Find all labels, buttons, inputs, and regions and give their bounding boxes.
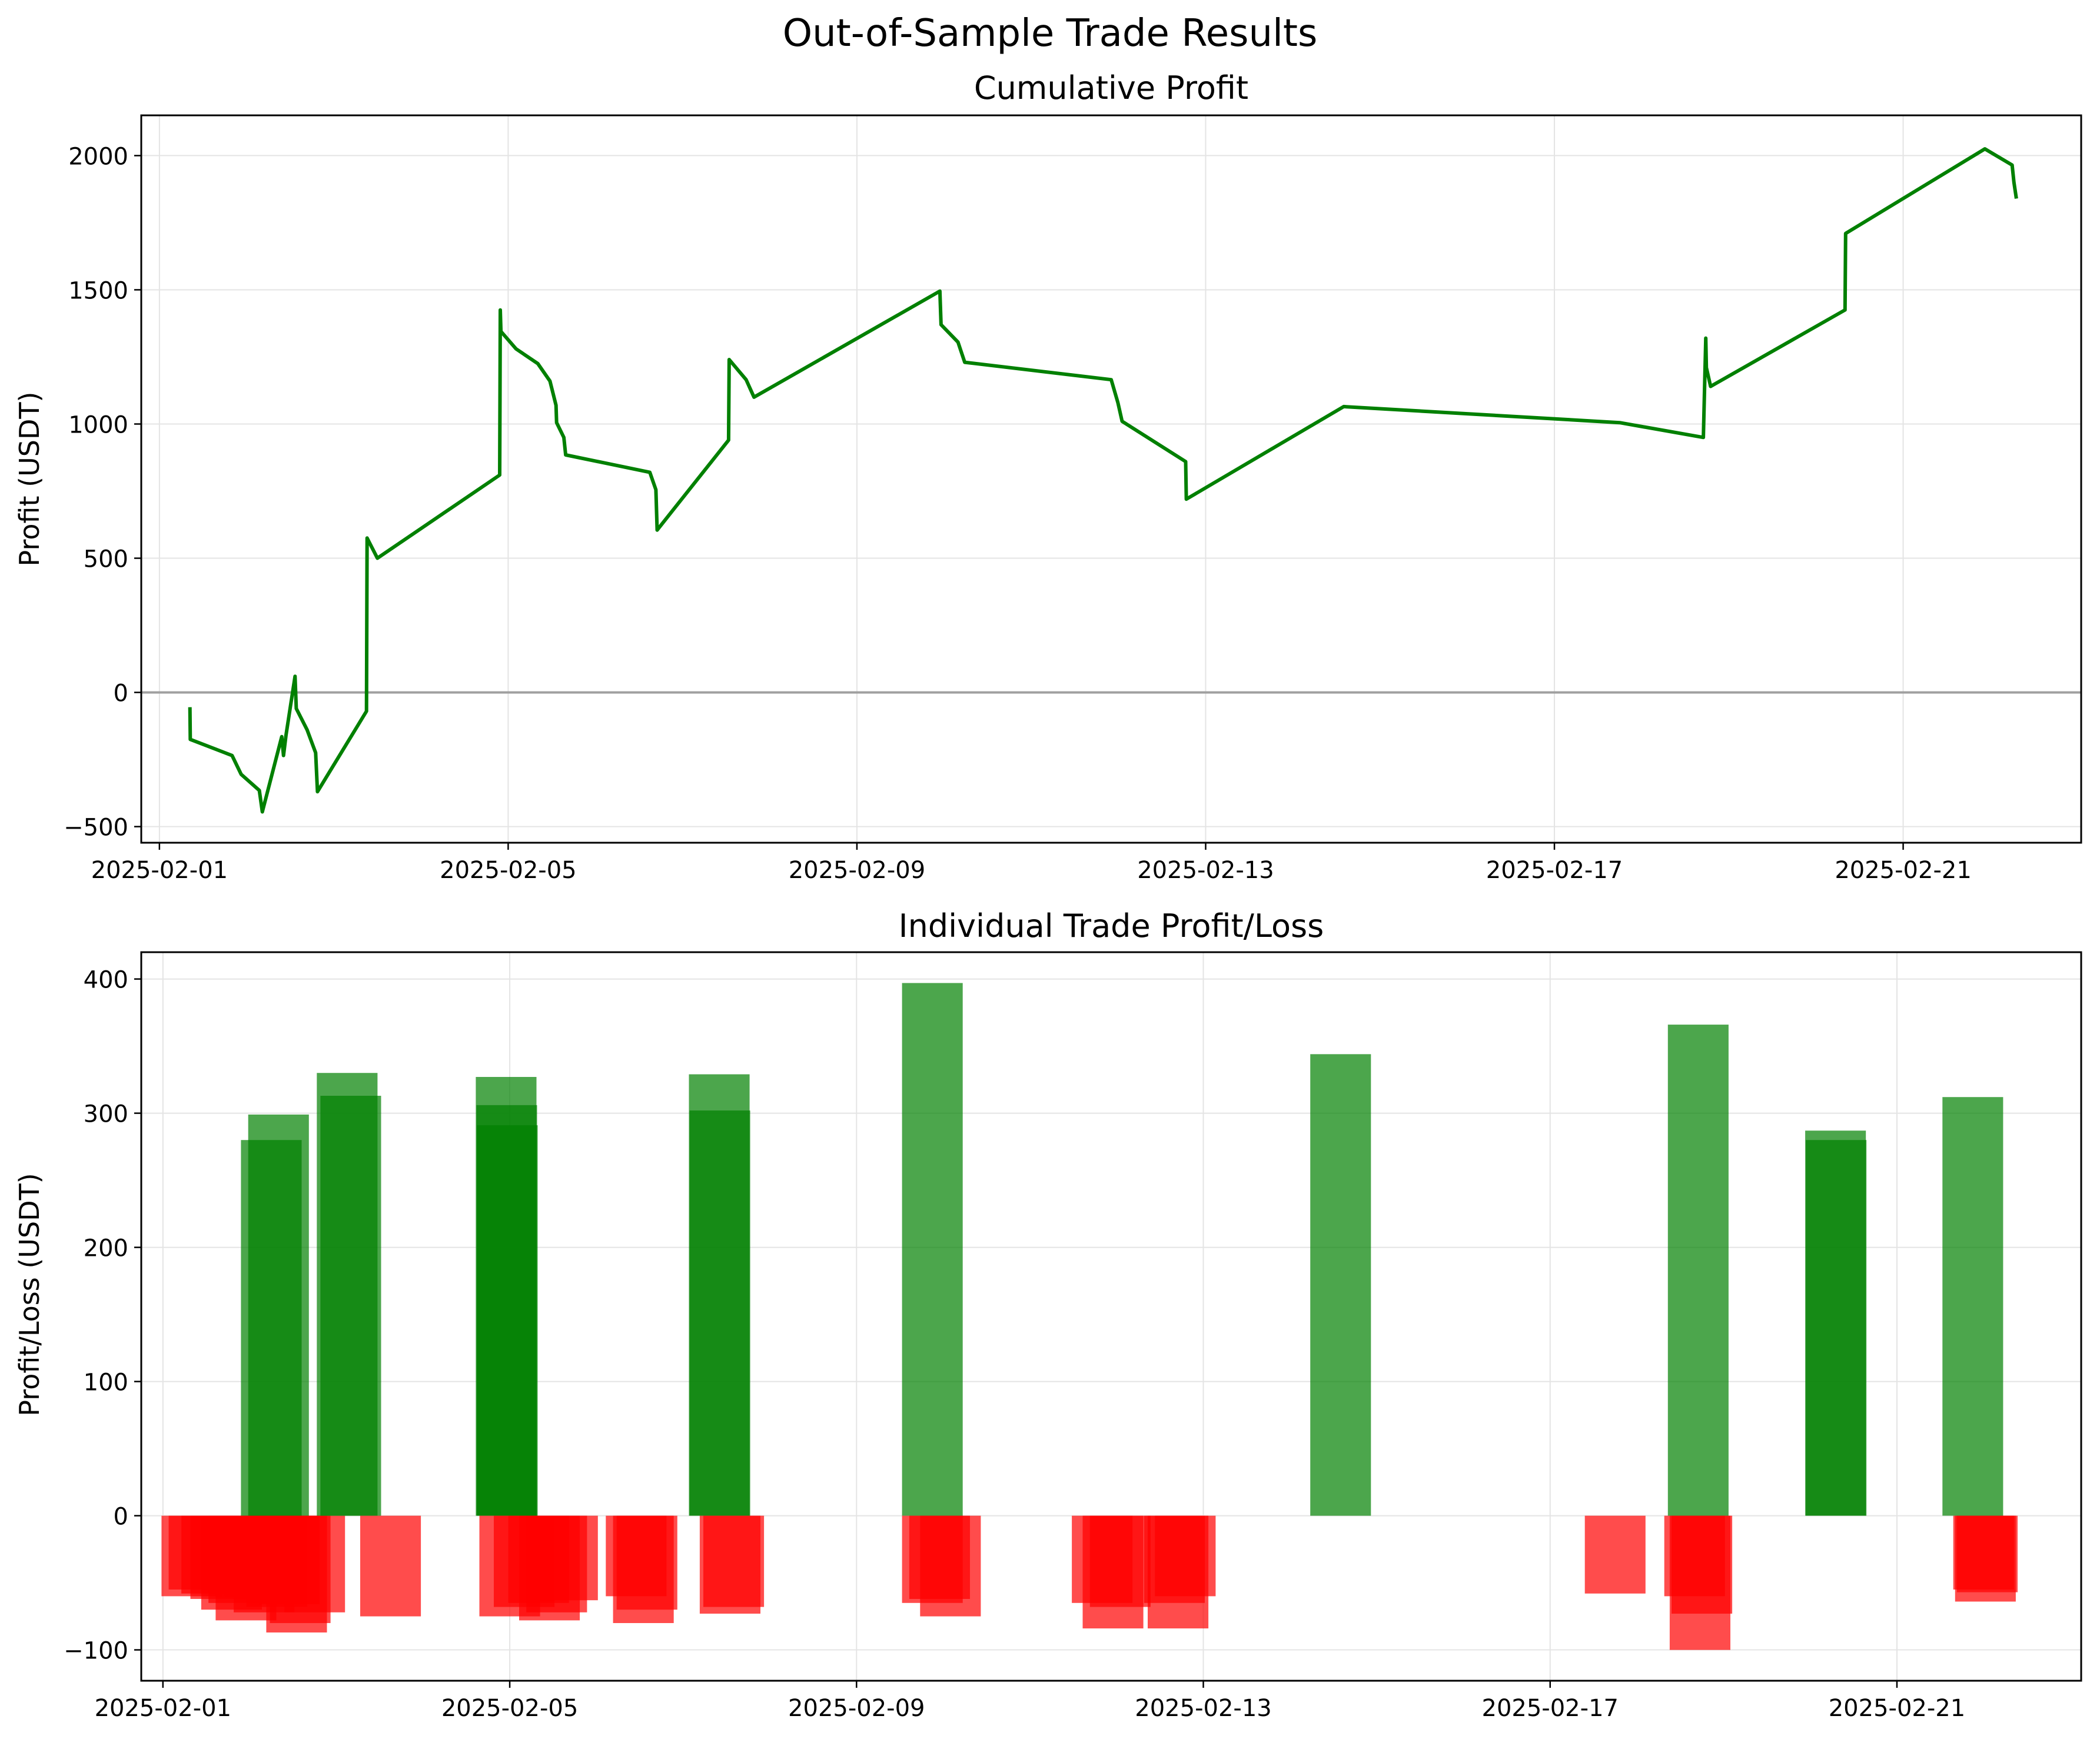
trade-loss-bar bbox=[703, 1515, 765, 1607]
trade-pnl-y-ticks: −100 0 100 200 300 400 bbox=[64, 967, 141, 1665]
cumulative-profit-title: Cumulative Profit bbox=[974, 69, 1248, 107]
y-tick-label: −500 bbox=[64, 814, 128, 842]
trade-pnl-x-ticks: 2025-02-01 2025-02-05 2025-02-09 2025-02-13… bbox=[95, 1681, 1965, 1722]
y-tick-label: 100 bbox=[84, 1369, 128, 1396]
trade-profit-bar bbox=[477, 1125, 538, 1516]
trade-loss-bar bbox=[1956, 1515, 2018, 1592]
trade-loss-bar bbox=[1089, 1515, 1151, 1607]
y-tick-label: 1000 bbox=[68, 412, 128, 439]
cumulative-profit-grid bbox=[141, 115, 2081, 843]
trade-profit-bar bbox=[1806, 1140, 1867, 1516]
trade-profit-bar bbox=[689, 1110, 750, 1516]
cumulative-profit-plot bbox=[188, 147, 2018, 814]
y-tick-label: 200 bbox=[84, 1235, 128, 1262]
trade-loss-bar bbox=[909, 1515, 970, 1599]
trade-pnl-panel: Individual Trade Profit/Loss Profit/Loss… bbox=[14, 907, 2082, 1722]
y-tick-label: 0 bbox=[114, 1504, 128, 1531]
trade-profit-bar bbox=[248, 1114, 309, 1516]
y-tick-label: 0 bbox=[114, 680, 128, 707]
y-tick-label: −100 bbox=[64, 1638, 128, 1665]
cumulative-profit-y-ticks: −500 0 500 1000 1500 2000 bbox=[64, 143, 141, 842]
figure-suptitle: Out-of-Sample Trade Results bbox=[783, 12, 1318, 55]
trade-profit-bar bbox=[1942, 1097, 2003, 1516]
x-tick-label: 2025-02-05 bbox=[440, 857, 576, 884]
y-tick-label: 300 bbox=[84, 1101, 128, 1128]
trade-loss-bar bbox=[537, 1515, 598, 1601]
trade-loss-bar bbox=[1672, 1515, 1733, 1614]
trade-profit-bar bbox=[1310, 1054, 1371, 1516]
trade-profit-bar bbox=[902, 983, 963, 1516]
x-tick-label: 2025-02-09 bbox=[789, 857, 925, 884]
trade-loss-bar bbox=[1584, 1515, 1646, 1594]
y-tick-label: 500 bbox=[84, 546, 128, 573]
y-tick-label: 2000 bbox=[68, 143, 128, 170]
cumulative-profit-x-ticks: 2025-02-01 2025-02-05 2025-02-09 2025-02-13… bbox=[91, 843, 1972, 884]
x-tick-label: 2025-02-21 bbox=[1835, 857, 1971, 884]
x-tick-label: 2025-02-17 bbox=[1486, 857, 1623, 884]
trade-pnl-bars bbox=[161, 983, 2018, 1650]
x-tick-label: 2025-02-13 bbox=[1137, 857, 1274, 884]
trade-loss-bar bbox=[284, 1515, 345, 1612]
trade-pnl-frame bbox=[140, 951, 2082, 1682]
trade-pnl-ylabel: Profit/Loss (USDT) bbox=[14, 1173, 45, 1416]
x-tick-label: 2025-02-17 bbox=[1482, 1695, 1619, 1722]
cumulative-profit-ylabel: Profit (USDT) bbox=[14, 392, 45, 567]
cumulative-profit-panel: Cumulative Profit Profit (USDT) −500 0 500… bbox=[14, 69, 2082, 884]
x-tick-label: 2025-02-21 bbox=[1829, 1695, 1965, 1722]
trade-pnl-title: Individual Trade Profit/Loss bbox=[899, 907, 1324, 945]
trade-pnl-grid bbox=[141, 952, 2081, 1681]
x-tick-label: 2025-02-09 bbox=[788, 1695, 925, 1722]
trade-profit-bar bbox=[1667, 1025, 1729, 1516]
x-tick-label: 2025-02-01 bbox=[91, 857, 228, 884]
x-tick-label: 2025-02-05 bbox=[441, 1695, 578, 1722]
trade-loss-bar bbox=[360, 1515, 421, 1617]
cumulative-profit-frame bbox=[140, 114, 2082, 844]
cumulative-profit-line bbox=[188, 147, 2018, 814]
x-tick-label: 2025-02-13 bbox=[1135, 1695, 1271, 1722]
trade-loss-bar bbox=[616, 1515, 677, 1610]
trade-loss-bar bbox=[1155, 1515, 1216, 1597]
trade-profit-bar bbox=[320, 1096, 381, 1516]
x-tick-label: 2025-02-01 bbox=[95, 1695, 231, 1722]
y-tick-label: 1500 bbox=[68, 277, 128, 304]
y-tick-label: 400 bbox=[84, 967, 128, 994]
